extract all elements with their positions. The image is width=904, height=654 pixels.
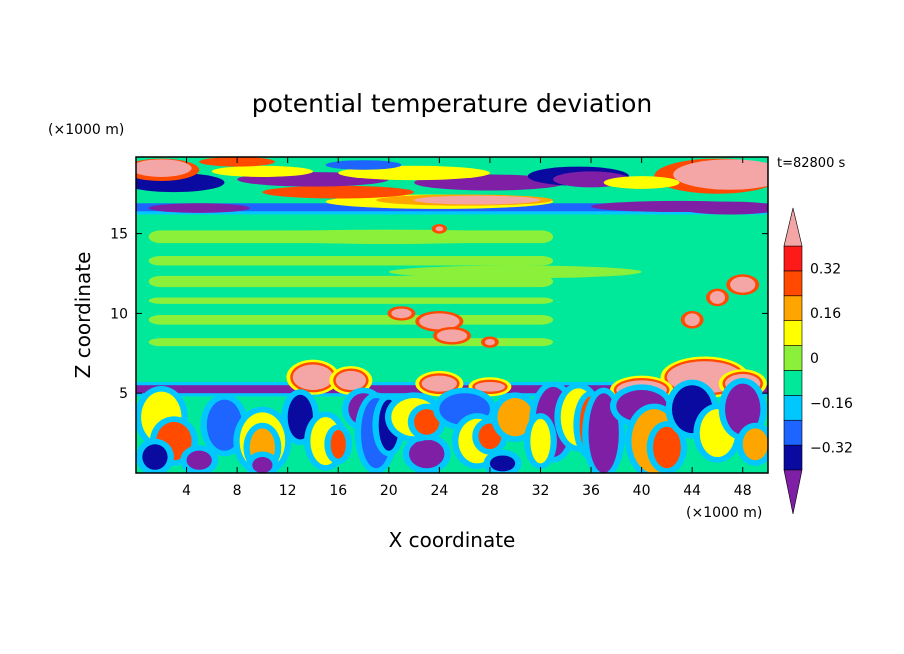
x-tick-label: 40	[633, 483, 651, 499]
plot-frame	[135, 156, 769, 474]
contour-cell	[292, 364, 334, 391]
contour-cell	[652, 426, 681, 469]
x-tick-label: 32	[532, 483, 550, 499]
contour-cell	[325, 160, 402, 170]
contour-cell	[530, 418, 551, 464]
colorbar-swatch	[783, 295, 803, 321]
contour-cell	[679, 201, 768, 215]
contour-cell	[730, 276, 756, 293]
x-unit-label: (×1000 m)	[686, 505, 762, 521]
contour-cell	[497, 397, 533, 437]
contour-cell	[136, 159, 192, 177]
contour-cell	[262, 185, 415, 199]
x-tick-label: 24	[430, 483, 448, 499]
time-stamp: t=82800 s	[777, 156, 845, 171]
contour-cell	[588, 393, 619, 473]
y-axis-label: Z coordinate	[71, 252, 95, 379]
contour-cell	[435, 226, 444, 232]
colorbar-tick-label: 0.32	[810, 261, 841, 277]
colorbar-swatch	[783, 245, 803, 272]
colorbar-swatch	[783, 270, 803, 297]
x-tick-label: 16	[329, 483, 347, 499]
colorbar-tick-label: 0.16	[810, 306, 841, 322]
x-tick-label: 44	[683, 483, 701, 499]
colorbar-tick-label: −0.32	[810, 441, 853, 457]
chart-title: potential temperature deviation	[252, 89, 652, 118]
contour-cell	[414, 195, 541, 205]
y-tick-label: 10	[110, 306, 128, 322]
colorbar-swatch	[783, 345, 803, 371]
x-tick-label: 20	[380, 483, 398, 499]
contour-cell	[252, 457, 273, 473]
contour-cell	[335, 370, 367, 391]
contour-cell	[414, 409, 440, 435]
contour-cell	[742, 428, 768, 461]
contour-cell	[709, 291, 726, 304]
contour-band	[148, 255, 554, 266]
contour-cell	[421, 375, 458, 392]
contour-cell	[211, 165, 313, 177]
y-tick-label: 5	[119, 386, 128, 402]
contour-band	[148, 297, 554, 304]
contour-cell	[603, 176, 680, 189]
x-tick-label: 8	[233, 483, 242, 499]
contour-cell	[484, 338, 495, 346]
contour-cell	[725, 383, 761, 435]
colorbar-swatch	[783, 444, 803, 471]
contour-cell	[673, 159, 768, 190]
colorbar-swatch	[783, 320, 803, 346]
contour-cell	[237, 229, 541, 244]
contour-cell	[489, 455, 516, 472]
y-tick-label: 15	[110, 227, 128, 243]
contour-cell	[330, 429, 346, 459]
colorbar: 0.32 0.16 0 −0.16 −0.32	[783, 207, 853, 515]
x-tick-label: 4	[182, 483, 191, 499]
contour-cell	[684, 313, 700, 327]
x-tick-label: 28	[481, 483, 499, 499]
colorbar-tick-label: 0	[810, 351, 819, 367]
x-axis-label: X coordinate	[389, 528, 516, 552]
colorbar-swatch	[783, 395, 803, 421]
contour-cell	[148, 203, 250, 213]
x-axis: 4 8 12 16 20 24 28 32 36 40 44 48	[182, 157, 752, 499]
contour-cell	[419, 313, 460, 330]
contour-cell	[388, 265, 642, 279]
contour-band	[148, 315, 554, 325]
contour-cell	[206, 399, 243, 451]
plot-area	[136, 157, 768, 473]
contour-cell	[142, 444, 168, 470]
contour-cell	[474, 382, 506, 392]
contour-cell	[409, 439, 445, 469]
x-tick-label: 48	[734, 483, 752, 499]
x-tick-label: 12	[279, 483, 297, 499]
colorbar-tick-label: −0.16	[810, 396, 853, 412]
contour-cell	[391, 308, 412, 319]
colorbar-swatch	[783, 370, 803, 396]
colorbar-bottom-extension	[783, 469, 803, 515]
contour-field	[136, 157, 768, 473]
contour-band	[148, 275, 554, 288]
colorbar-swatch	[783, 419, 803, 446]
contour-cell	[436, 329, 468, 343]
x-tick-label: 36	[582, 483, 600, 499]
colorbar-top-extension	[783, 207, 803, 247]
y-unit-label: (×1000 m)	[48, 122, 124, 138]
y-axis: 5 10 15	[110, 227, 768, 402]
contour-cell	[186, 450, 212, 470]
